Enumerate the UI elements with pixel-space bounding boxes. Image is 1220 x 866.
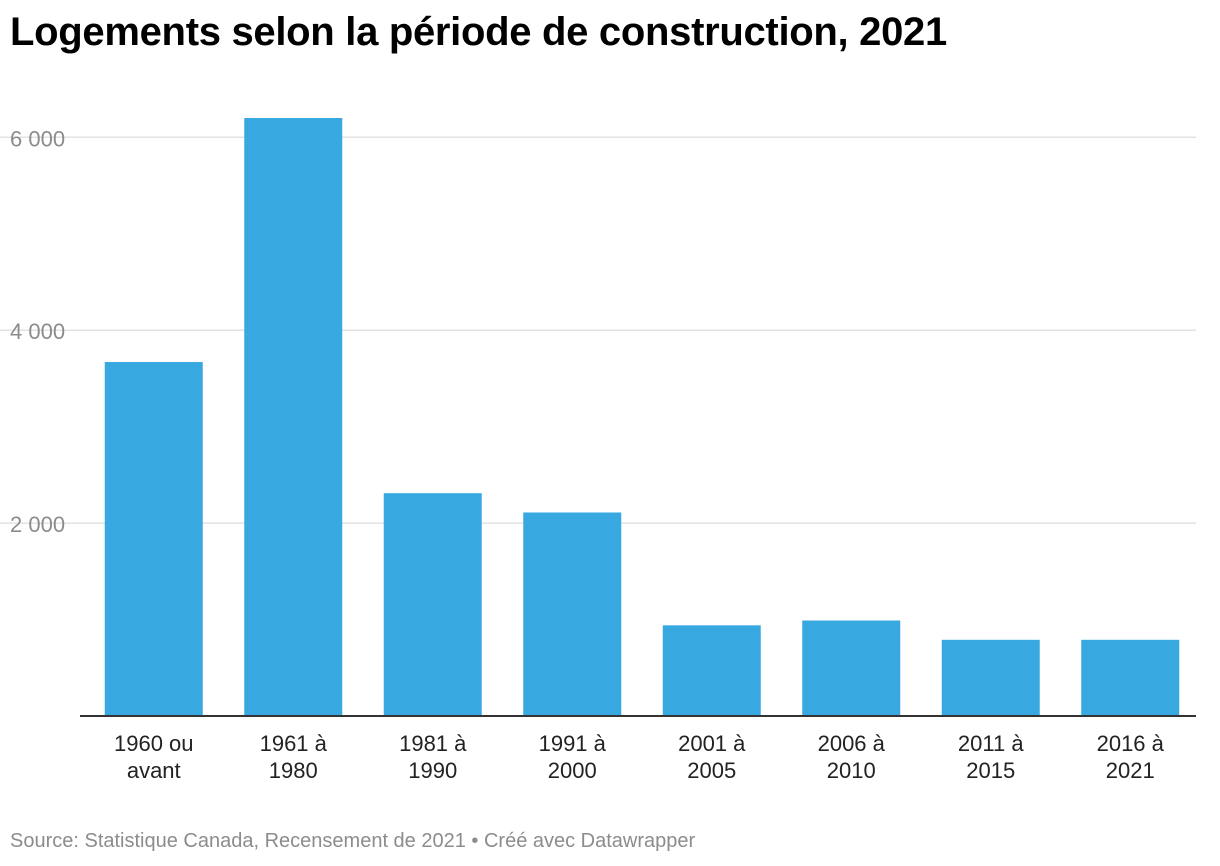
x-tick-label: 1981 à 1990 xyxy=(399,731,467,783)
x-tick-label: 1961 à 1980 xyxy=(260,731,328,783)
bar xyxy=(104,362,203,716)
bar xyxy=(244,118,343,716)
bar xyxy=(1081,639,1180,716)
y-tick-label: 2 000 xyxy=(10,512,65,537)
bar xyxy=(802,620,901,716)
x-tick-label: 2006 à 2010 xyxy=(818,731,886,783)
bar xyxy=(523,512,622,716)
bar xyxy=(383,493,482,716)
bar xyxy=(941,639,1040,716)
x-tick-label: 2011 à 2015 xyxy=(958,731,1024,783)
y-tick-label: 6 000 xyxy=(10,126,65,151)
x-tick-label: 1991 à 2000 xyxy=(539,731,607,783)
x-tick-label: 2016 à 2021 xyxy=(1097,731,1165,783)
chart-title: Logements selon la période de constructi… xyxy=(10,10,947,54)
x-axis-category-labels: 1960 ou avant 1961 à 1980 1981 à 1990 1991 à 20… xyxy=(114,731,1165,783)
source-footer: Source: Statistique Canada, Recensement … xyxy=(10,830,696,852)
y-tick-label: 4 000 xyxy=(10,319,65,344)
x-tick-label: 1960 ou avant xyxy=(114,731,194,783)
x-tick-label: 2001 à 2005 xyxy=(678,731,746,783)
y-axis-tick-labels: 2 000 4 000 6 000 xyxy=(10,126,65,537)
bars xyxy=(80,118,1196,717)
bar xyxy=(662,625,761,716)
